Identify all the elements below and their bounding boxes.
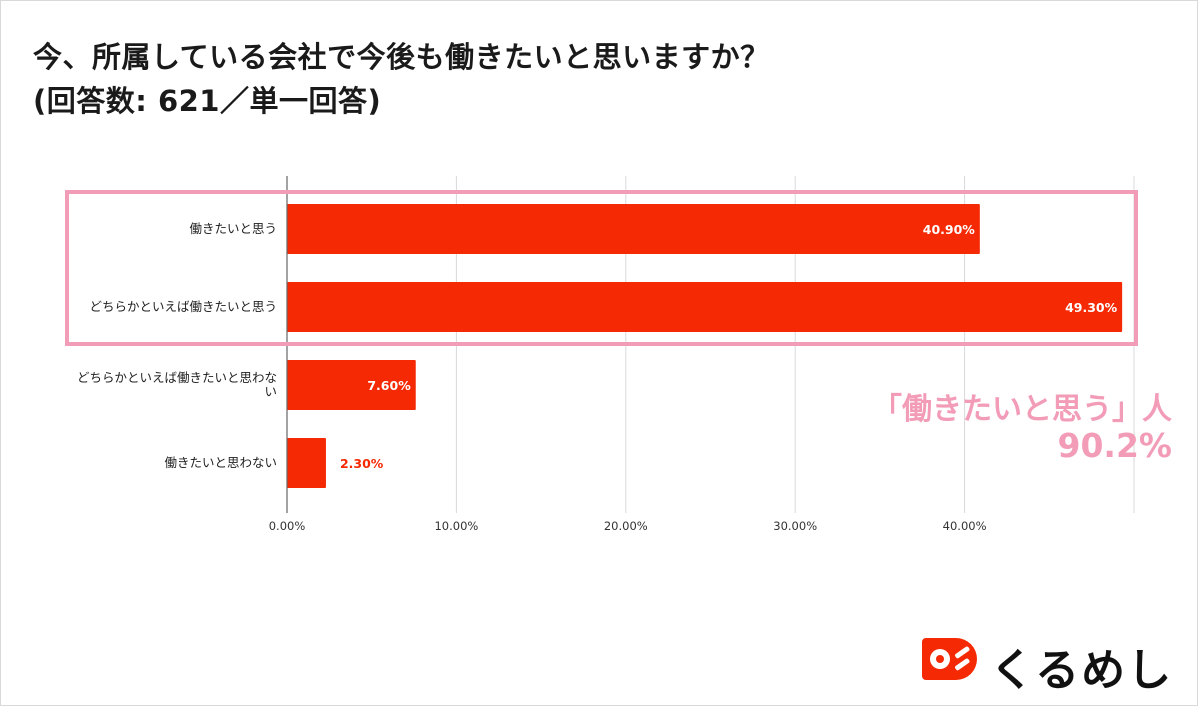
brand-logo-icon — [922, 638, 977, 680]
x-tick-label: 40.00% — [943, 519, 987, 533]
category-label: どちらかといえば働きたいと思わない — [77, 370, 277, 399]
bar-value-label: 49.30% — [1065, 300, 1118, 315]
category-label: どちらかといえば働きたいと思う — [89, 299, 277, 314]
callout-value: 90.2% — [1057, 426, 1173, 465]
bar — [287, 360, 416, 410]
highlight-box — [65, 190, 1138, 346]
x-tick-label: 0.00% — [269, 519, 306, 533]
category-label: 働きたいと思う — [189, 221, 277, 236]
bar — [287, 438, 326, 488]
bar-value-label: 2.30% — [340, 456, 384, 471]
x-tick-label: 30.00% — [773, 519, 817, 533]
category-label: 働きたいと思わない — [164, 455, 277, 470]
chart-subtitle: (回答数: 621／単一回答) — [33, 84, 382, 118]
bar-value-label: 7.60% — [367, 378, 411, 393]
bar — [287, 204, 980, 254]
brand-logo-text: くるめし — [990, 645, 1174, 696]
x-tick-label: 10.00% — [434, 519, 478, 533]
bar — [287, 282, 1123, 332]
chart-title: 今、所属している会社で今後も働きたいと思いますか？ — [33, 40, 770, 74]
bar-value-label: 40.90% — [923, 222, 976, 237]
x-tick-label: 20.00% — [604, 519, 648, 533]
callout-label: 「働きたいと思う」人 — [872, 392, 1172, 427]
